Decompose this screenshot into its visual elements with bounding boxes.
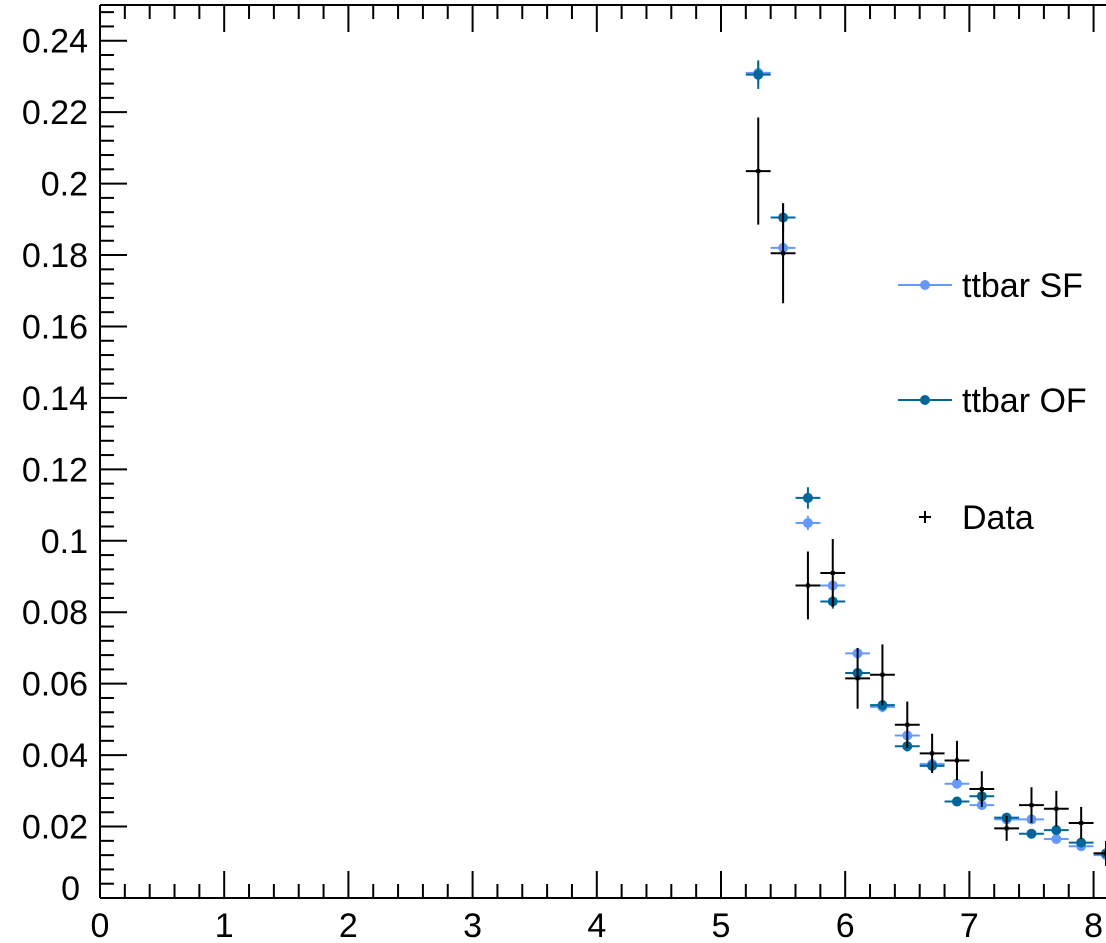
x-tick-label: 1 bbox=[215, 907, 234, 943]
point-marker bbox=[951, 796, 962, 807]
data-point bbox=[1043, 825, 1069, 836]
point-marker bbox=[1079, 820, 1084, 825]
legend-marker bbox=[920, 395, 930, 405]
point-marker bbox=[855, 676, 860, 681]
data-point bbox=[1068, 837, 1094, 848]
legend: ttbar SF ttbar OF Data bbox=[898, 267, 1087, 537]
point-marker bbox=[954, 758, 959, 763]
data-point bbox=[1043, 790, 1069, 827]
data-point bbox=[795, 551, 821, 620]
series-ttbar-of bbox=[745, 60, 1106, 859]
y-tick-label: 0 bbox=[61, 870, 80, 908]
point-marker bbox=[1004, 826, 1009, 831]
series-ttbar-sf bbox=[745, 62, 1106, 861]
data-point bbox=[944, 740, 970, 781]
data-point bbox=[795, 487, 821, 509]
y-tick-label: 0.08 bbox=[22, 594, 88, 632]
x-tick-label: 4 bbox=[587, 907, 606, 943]
data-point bbox=[1043, 834, 1069, 845]
data-point bbox=[1019, 787, 1044, 823]
legend-entry: ttbar OF bbox=[898, 382, 1087, 420]
data-point bbox=[919, 733, 945, 773]
y-tick-label: 0.2 bbox=[41, 166, 88, 204]
x-tick-label: 7 bbox=[960, 907, 979, 943]
data-point bbox=[894, 701, 920, 748]
x-tick-label: 8 bbox=[1084, 907, 1103, 943]
y-tick-label: 0.24 bbox=[22, 23, 88, 61]
y-tick-label: 0.12 bbox=[22, 451, 88, 489]
data-point bbox=[820, 539, 846, 607]
data-point bbox=[1019, 828, 1044, 839]
x-tick-label: 5 bbox=[712, 907, 731, 943]
point-marker bbox=[756, 169, 761, 174]
data-point bbox=[944, 796, 970, 807]
axis-ticks bbox=[99, 5, 1095, 899]
x-tick-label: 0 bbox=[91, 907, 110, 943]
y-tick-label: 0.16 bbox=[22, 308, 88, 346]
point-marker bbox=[753, 69, 764, 80]
point-marker bbox=[802, 517, 813, 528]
data-point bbox=[1068, 806, 1094, 840]
y-tick-label: 0.02 bbox=[22, 809, 88, 847]
data-point bbox=[795, 515, 821, 531]
point-marker bbox=[781, 251, 786, 256]
data-point bbox=[969, 771, 995, 807]
data-point bbox=[845, 647, 871, 709]
data-point bbox=[770, 203, 796, 304]
x-tick-label: 3 bbox=[463, 907, 482, 943]
legend-label: ttbar OF bbox=[962, 382, 1087, 420]
point-marker bbox=[951, 778, 962, 789]
data-point bbox=[745, 60, 771, 89]
legend-entry: Data bbox=[919, 499, 1034, 537]
series-data bbox=[745, 117, 1106, 866]
x-tick-label: 2 bbox=[339, 907, 358, 943]
point-marker bbox=[1054, 806, 1059, 811]
point-marker bbox=[905, 722, 910, 727]
point-marker bbox=[1104, 851, 1106, 856]
y-tick-label: 0.1 bbox=[41, 523, 88, 561]
data-point bbox=[745, 117, 771, 225]
data-point bbox=[1093, 840, 1106, 866]
legend-label: Data bbox=[962, 499, 1034, 537]
point-marker bbox=[979, 787, 984, 792]
data-point bbox=[994, 815, 1020, 841]
axis-tick-labels: 0 1 2 3 4 5 6 7 8 0 0.02 0.04 0.06 0.08 0.1 0.12 0.14 0.1… bbox=[22, 23, 1103, 943]
point-marker bbox=[1051, 834, 1062, 845]
legend-marker bbox=[920, 280, 930, 290]
legend-label: ttbar SF bbox=[962, 267, 1083, 305]
y-tick-label: 0.14 bbox=[22, 380, 88, 418]
data-point bbox=[870, 644, 895, 706]
plot-frame bbox=[99, 4, 1106, 899]
data-point bbox=[944, 778, 970, 789]
point-marker bbox=[1026, 828, 1037, 839]
y-tick-label: 0.22 bbox=[22, 94, 88, 132]
series-layer bbox=[745, 60, 1106, 866]
point-marker bbox=[1076, 837, 1087, 848]
point-marker bbox=[880, 672, 885, 677]
point-marker bbox=[1051, 825, 1062, 836]
y-tick-label: 0.04 bbox=[22, 737, 88, 775]
x-tick-label: 6 bbox=[836, 907, 855, 943]
legend-entry: ttbar SF bbox=[898, 267, 1083, 305]
point-marker bbox=[830, 570, 835, 575]
y-tick-label: 0.18 bbox=[22, 237, 88, 275]
point-marker bbox=[802, 492, 813, 503]
point-marker bbox=[1029, 803, 1034, 808]
point-marker bbox=[930, 751, 935, 756]
point-marker bbox=[805, 583, 810, 588]
y-tick-label: 0.06 bbox=[22, 666, 88, 704]
